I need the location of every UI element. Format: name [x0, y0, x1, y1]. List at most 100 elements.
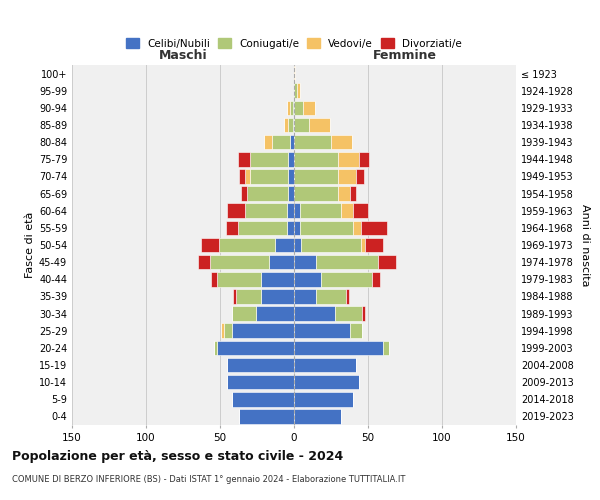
Bar — [239, 169, 245, 184]
Bar — [294, 255, 316, 270]
Bar — [361, 238, 365, 252]
Bar — [262, 272, 294, 286]
Bar — [221, 324, 224, 338]
Bar — [316, 289, 346, 304]
Bar — [338, 152, 359, 166]
Bar — [214, 340, 217, 355]
Bar — [294, 118, 309, 132]
Bar — [294, 186, 338, 201]
Bar — [238, 152, 250, 166]
Bar — [294, 392, 353, 406]
Bar — [232, 306, 256, 321]
Bar — [294, 375, 359, 390]
Text: Maschi: Maschi — [158, 48, 208, 62]
Bar — [256, 306, 294, 321]
Bar — [275, 238, 294, 252]
Bar — [287, 204, 294, 218]
Bar — [294, 100, 303, 115]
Bar — [294, 340, 383, 355]
Bar — [373, 272, 380, 286]
Bar — [265, 135, 272, 150]
Bar — [262, 289, 294, 304]
Bar — [236, 289, 262, 304]
Bar — [218, 238, 275, 252]
Bar — [245, 169, 250, 184]
Bar — [227, 358, 294, 372]
Bar — [227, 204, 245, 218]
Bar — [232, 324, 294, 338]
Bar — [294, 135, 331, 150]
Bar — [294, 306, 335, 321]
Bar — [338, 169, 356, 184]
Bar — [224, 324, 232, 338]
Bar — [350, 324, 362, 338]
Bar — [294, 409, 341, 424]
Bar — [201, 238, 218, 252]
Bar — [362, 306, 365, 321]
Bar — [284, 118, 288, 132]
Bar — [272, 135, 290, 150]
Bar — [361, 220, 387, 235]
Bar — [300, 204, 341, 218]
Bar — [294, 152, 338, 166]
Bar — [294, 324, 350, 338]
Bar — [239, 409, 294, 424]
Bar — [309, 118, 329, 132]
Bar — [290, 135, 294, 150]
Bar — [335, 306, 362, 321]
Bar — [241, 186, 247, 201]
Bar — [346, 289, 349, 304]
Text: Popolazione per età, sesso e stato civile - 2024: Popolazione per età, sesso e stato civil… — [12, 450, 343, 463]
Bar — [217, 272, 262, 286]
Bar — [290, 100, 293, 115]
Bar — [217, 340, 294, 355]
Bar — [297, 84, 300, 98]
Bar — [245, 204, 287, 218]
Bar — [294, 238, 301, 252]
Bar — [294, 204, 300, 218]
Bar — [294, 289, 316, 304]
Y-axis label: Fasce di età: Fasce di età — [25, 212, 35, 278]
Bar — [287, 100, 290, 115]
Bar — [353, 204, 368, 218]
Bar — [294, 66, 295, 81]
Bar — [232, 392, 294, 406]
Bar — [288, 152, 294, 166]
Bar — [209, 255, 269, 270]
Bar — [294, 358, 356, 372]
Bar — [293, 118, 294, 132]
Bar — [287, 220, 294, 235]
Bar — [294, 169, 338, 184]
Bar — [301, 238, 361, 252]
Bar — [233, 289, 236, 304]
Bar — [353, 220, 361, 235]
Bar — [365, 238, 383, 252]
Bar — [288, 186, 294, 201]
Bar — [250, 169, 288, 184]
Bar — [341, 204, 353, 218]
Bar — [288, 118, 293, 132]
Bar — [288, 169, 294, 184]
Bar — [294, 220, 300, 235]
Bar — [359, 152, 370, 166]
Bar — [294, 84, 297, 98]
Bar — [338, 186, 350, 201]
Bar — [303, 100, 315, 115]
Bar — [356, 169, 364, 184]
Bar — [294, 272, 320, 286]
Bar — [350, 186, 356, 201]
Bar — [293, 100, 294, 115]
Bar — [198, 255, 209, 270]
Bar — [226, 220, 238, 235]
Bar — [247, 186, 288, 201]
Bar — [316, 255, 379, 270]
Bar — [320, 272, 373, 286]
Bar — [379, 255, 396, 270]
Bar — [300, 220, 353, 235]
Bar — [250, 152, 288, 166]
Bar — [383, 340, 389, 355]
Legend: Celibi/Nubili, Coniugati/e, Vedovi/e, Divorziati/e: Celibi/Nubili, Coniugati/e, Vedovi/e, Di… — [122, 34, 466, 53]
Bar — [227, 375, 294, 390]
Bar — [269, 255, 294, 270]
Bar — [211, 272, 217, 286]
